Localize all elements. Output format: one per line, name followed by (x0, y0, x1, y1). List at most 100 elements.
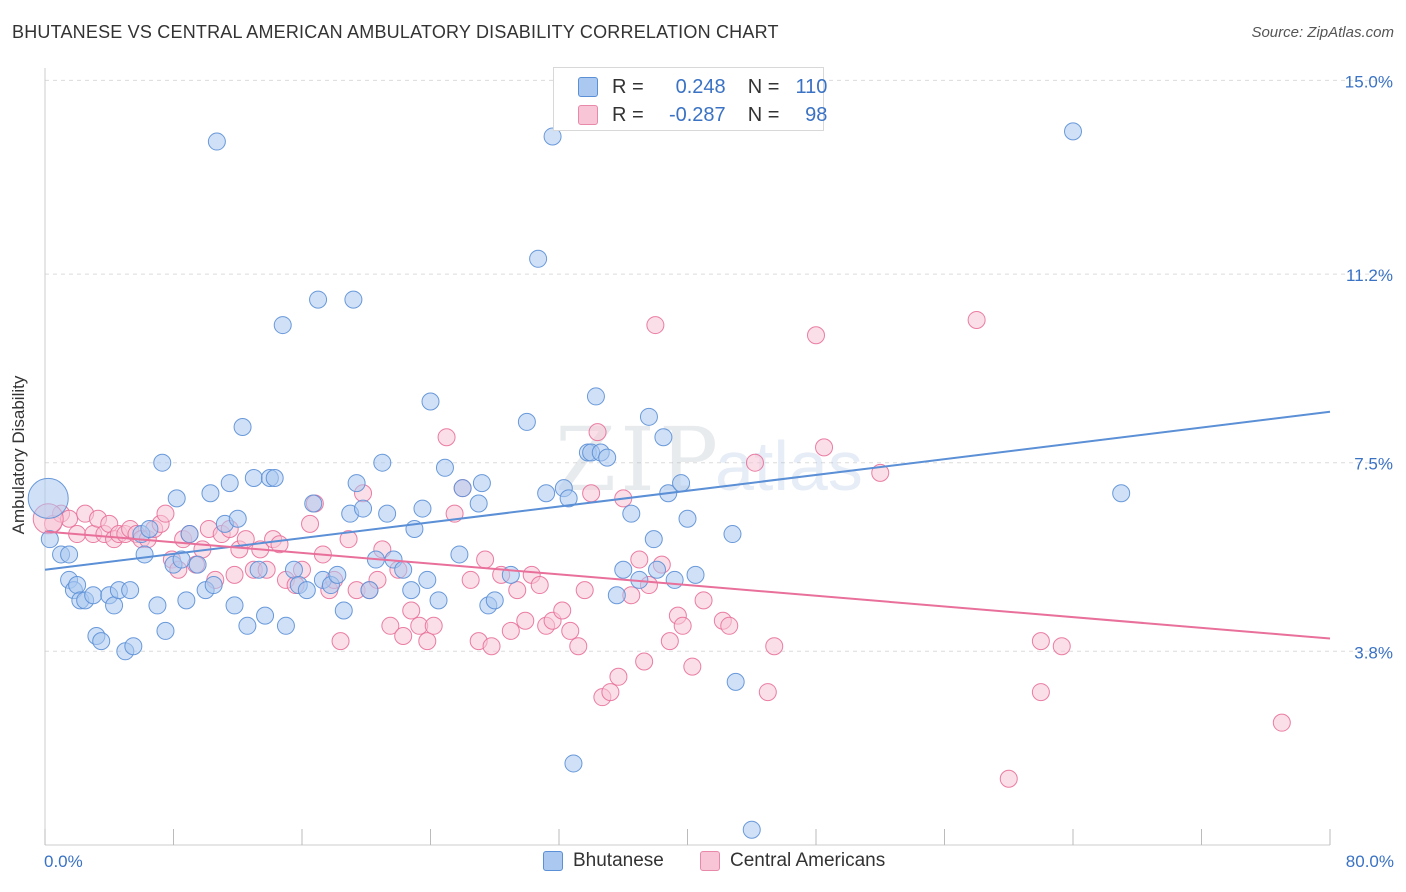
central-americans-point (402, 601, 421, 620)
central-americans-point (394, 627, 413, 646)
bhutanese-point (723, 525, 742, 544)
bhutanese-point (309, 290, 328, 309)
bhutanese-point (453, 479, 472, 498)
bhutanese-point (654, 428, 673, 447)
bhutanese-point (678, 509, 697, 528)
n-value: 98 (805, 103, 828, 126)
central-americans-point (1272, 713, 1291, 732)
bhutanese-point (84, 586, 103, 605)
bhutanese-point (543, 127, 562, 146)
y-tick-label: 11.2% (1346, 266, 1393, 285)
legend-swatch-bhutanese (543, 851, 563, 871)
r-label: R = (612, 103, 644, 126)
bhutanese-point (672, 474, 691, 493)
bhutanese-point (201, 484, 220, 503)
bhutanese-point (469, 494, 488, 513)
axis-layer (44, 68, 1331, 846)
bhutanese-point (517, 412, 536, 431)
bhutanese-point (177, 591, 196, 610)
central-americans-trend-line (44, 530, 1331, 640)
n-label: N = (747, 103, 780, 126)
bhutanese-point (472, 474, 491, 493)
trend-layer (44, 410, 1331, 640)
central-americans-point (301, 514, 320, 533)
bhutanese-point (347, 474, 366, 493)
r-label: R = (612, 75, 644, 98)
central-americans-point (508, 581, 527, 600)
central-americans-point (530, 576, 549, 595)
bhutanese-point (328, 565, 347, 584)
central-americans-point (339, 530, 358, 549)
legend-label-bhutanese: Bhutanese (573, 850, 664, 871)
legend-item-central-americans[interactable]: Central Americans (700, 850, 885, 872)
bhutanese-point (60, 545, 79, 564)
bhutanese-point (450, 545, 469, 564)
bhutanese-point (27, 477, 69, 519)
central-americans-point (871, 463, 890, 482)
bhutanese-point (284, 560, 303, 579)
chart-title: BHUTANESE VS CENTRAL AMERICAN AMBULATORY… (12, 22, 779, 42)
x-tick-label-min: 0.0% (44, 852, 83, 871)
central-americans-point (765, 637, 784, 656)
bhutanese-point (167, 489, 186, 508)
bhutanese-point (297, 581, 316, 600)
central-americans-point (437, 428, 456, 447)
bhutanese-point (180, 525, 199, 544)
central-americans-point (646, 316, 665, 335)
bhutanese-trend-line (44, 410, 1331, 571)
bhutanese-point (220, 474, 239, 493)
bhutanese-point (394, 560, 413, 579)
bhutanese-point (622, 504, 641, 523)
bhutanese-point (644, 530, 663, 549)
central-americans-point (569, 637, 588, 656)
bhutanese-point (244, 468, 263, 487)
central-americans-point (660, 632, 679, 651)
r-value: -0.287 (668, 103, 726, 126)
bhutanese-point (742, 820, 761, 839)
bhutanese-point (1112, 484, 1131, 503)
bhutanese-point (559, 489, 578, 508)
bhutanese-point (413, 499, 432, 518)
bhutanese-point (485, 591, 504, 610)
central-americans-point (601, 683, 620, 702)
source-label: Source: ZipAtlas.com (1251, 24, 1394, 41)
bhutanese-point (172, 550, 191, 569)
central-americans-point (630, 550, 649, 569)
central-americans-point (461, 570, 480, 589)
central-americans-point (673, 616, 692, 635)
bhutanese-point (135, 545, 154, 564)
bhutanese-point (265, 468, 284, 487)
central-americans-point (381, 616, 400, 635)
watermark: ZIP atlas (555, 408, 863, 511)
central-americans-point (999, 769, 1018, 788)
bhutanese-point (1064, 122, 1082, 141)
x-tick-label-max: 80.0% (1345, 852, 1394, 871)
central-americans-point (745, 453, 764, 472)
central-americans-swatch (578, 105, 598, 125)
central-americans-point (1031, 683, 1050, 702)
stats-row-bhutanese: R = 0.248 N = 110 (554, 72, 827, 102)
central-americans-point (807, 326, 825, 345)
central-americans-point (635, 652, 654, 671)
legend-item-bhutanese[interactable]: Bhutanese (543, 850, 664, 872)
grid-layer (45, 79, 1390, 652)
central-americans-point (225, 565, 244, 584)
legend-swatch-central-americans (700, 851, 720, 871)
bhutanese-point (564, 754, 583, 773)
bhutanese-point (418, 570, 437, 589)
r-value: 0.248 (675, 75, 726, 98)
legend-label-central-americans: Central Americans (730, 850, 886, 871)
n-label: N = (747, 75, 780, 98)
points-layer (27, 122, 1291, 839)
bhutanese-point (529, 249, 548, 268)
bhutanese-point (156, 621, 175, 640)
bhutanese-point (421, 392, 440, 411)
bhutanese-point (273, 316, 292, 335)
bhutanese-point (124, 637, 143, 656)
bhutanese-point (429, 591, 448, 610)
bhutanese-point (598, 448, 617, 467)
bhutanese-point (726, 672, 745, 691)
bhutanese-point (105, 596, 124, 615)
y-tick-label: 3.8% (1354, 643, 1393, 662)
central-americans-point (588, 423, 607, 442)
